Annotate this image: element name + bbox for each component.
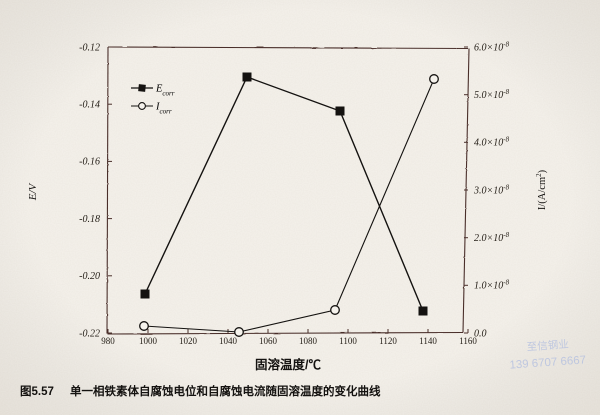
svg-text:980: 980 [101,336,115,346]
svg-text:图5.57: 图5.57 [20,384,54,398]
svg-text:固溶温度/℃: 固溶温度/℃ [255,357,321,372]
svg-text:-0.12: -0.12 [79,42,100,53]
svg-text:E/V: E/V [27,182,39,201]
svg-text:1040: 1040 [219,336,238,346]
svg-text:-0.14: -0.14 [79,100,100,111]
svg-text:-0.18: -0.18 [79,214,100,225]
svg-text:1020: 1020 [179,336,198,346]
svg-text:1080: 1080 [299,336,318,346]
svg-text:-0.22: -0.22 [79,328,100,339]
svg-text:1100: 1100 [339,336,357,346]
svg-text:0.0: 0.0 [474,328,487,339]
svg-text:-0.20: -0.20 [79,271,100,282]
svg-text:1120: 1120 [379,336,397,346]
svg-text:1060: 1060 [259,336,278,346]
svg-text:1000: 1000 [139,336,158,346]
svg-text:单一相铁素体自腐蚀电位和自腐蚀电流随固溶温度的变化曲线: 单一相铁素体自腐蚀电位和自腐蚀电流随固溶温度的变化曲线 [70,384,381,398]
svg-text:-0.16: -0.16 [79,157,100,168]
svg-text:1140: 1140 [419,336,437,346]
